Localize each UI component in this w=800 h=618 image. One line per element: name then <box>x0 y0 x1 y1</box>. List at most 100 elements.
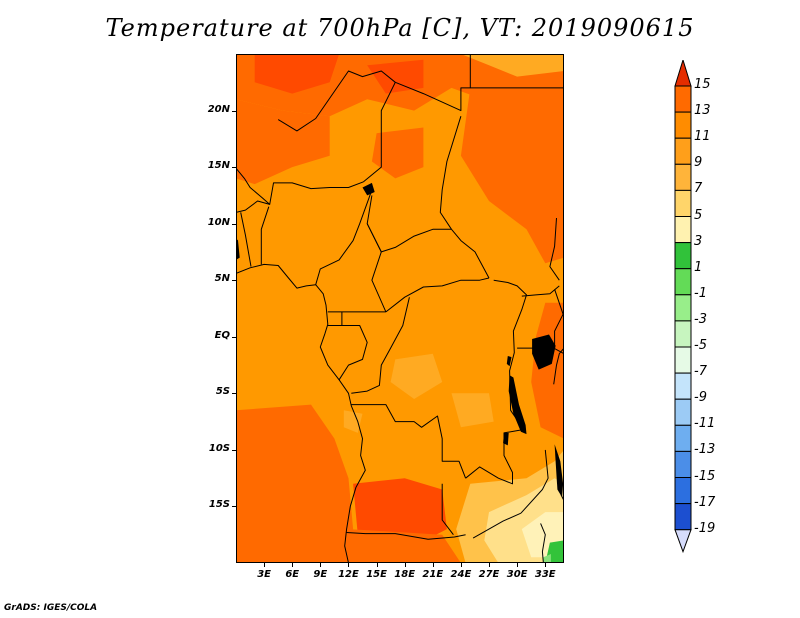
colorbar-box <box>674 294 692 322</box>
border-eqguinea-gabon <box>327 311 343 326</box>
lat-tick <box>232 167 236 168</box>
lat-tick <box>232 450 236 451</box>
colorbar-box <box>674 450 692 478</box>
lake-malawi <box>554 444 564 498</box>
lon-label-33e: 33E <box>534 569 556 580</box>
lon-tick <box>264 563 265 567</box>
lat-tick <box>232 111 236 112</box>
colorbar-level-label: 13 <box>694 103 711 119</box>
angola-zambia-hot <box>353 478 447 546</box>
congo-pale-patch-2 <box>451 393 494 428</box>
lon-tick <box>348 563 349 567</box>
colorbar-box <box>674 111 692 139</box>
colorbar-level-label: -3 <box>694 311 707 327</box>
colorbar-box <box>674 268 692 296</box>
coastline-east-africa <box>553 347 564 385</box>
colorbar-box <box>674 503 692 531</box>
colorbar-level-label: -5 <box>694 338 707 353</box>
colorbar <box>674 60 692 554</box>
lake-tanganyika <box>508 375 527 435</box>
coastline-west-africa <box>236 263 366 563</box>
lon-label-24e: 24E <box>450 569 472 580</box>
lat-label-15s: 15S <box>208 499 230 511</box>
temperature-map <box>236 54 564 563</box>
lon-label-18e: 18E <box>394 569 416 580</box>
border-car-sudan <box>451 228 490 279</box>
lake-chad <box>362 182 375 196</box>
colorbar-box <box>674 85 692 113</box>
colorbar-level-label: 3 <box>694 233 703 249</box>
lon-label-12e: 12E <box>338 569 359 580</box>
map-panel <box>236 54 564 563</box>
map-frame <box>236 54 564 563</box>
colorbar-level-label: 11 <box>694 129 711 145</box>
colorbar-level-label: 5 <box>694 207 703 223</box>
lon-tick <box>517 563 518 567</box>
sahara-hot-core-east <box>367 59 424 94</box>
grads-credit: GrADS: IGES/COLA <box>4 603 98 613</box>
border-angola-namibia <box>346 532 466 540</box>
lat-label-15n: 15N <box>207 160 230 172</box>
lon-label-27e: 27E <box>478 569 500 580</box>
plot-title: Temperature at 700hPa [C], VT: 201909061… <box>105 14 695 42</box>
lon-tick <box>405 563 406 567</box>
colorbar-box <box>674 398 692 426</box>
lon-label-21e: 21E <box>422 569 444 580</box>
border-sudan-ethiopia <box>549 217 560 281</box>
border-zambia-malawi <box>520 449 549 514</box>
lat-label-eq: EQ <box>214 329 230 341</box>
colorbar-box <box>674 320 692 348</box>
colorbar-level-label: -11 <box>694 416 716 432</box>
border-drc-zambia <box>465 429 524 485</box>
lat-tick <box>232 393 236 394</box>
colorbar-level-label: 15 <box>694 77 711 92</box>
colorbar-box <box>674 189 692 217</box>
border-chad-sudan <box>439 116 462 230</box>
lon-tick <box>292 563 293 567</box>
southwest-warm <box>236 404 354 563</box>
lon-label-9e: 9E <box>313 569 328 580</box>
katanga-pale <box>343 410 363 433</box>
lon-tick <box>461 563 462 567</box>
colorbar-box <box>674 372 692 400</box>
border-burkina <box>236 200 270 213</box>
lon-label-15e: 15E <box>366 569 387 580</box>
lake-victoria <box>532 334 556 370</box>
lat-label-5s: 5S <box>215 386 230 398</box>
lon-tick <box>320 563 321 567</box>
border-libya-sudan-chad <box>395 54 471 112</box>
colorbar-level-label: 9 <box>694 155 703 171</box>
lat-tick <box>232 337 236 338</box>
lat-tick <box>232 224 236 225</box>
colorbar-top-arrow <box>674 60 692 87</box>
colorbar-box <box>674 137 692 165</box>
lat-label-10n: 10N <box>207 216 230 228</box>
congo-pale-patch-1 <box>390 353 443 399</box>
border-congo-drc <box>351 297 410 394</box>
lat-label-10s: 10S <box>208 442 230 454</box>
colorbar-box <box>674 477 692 505</box>
border-zambia-zimbabwe <box>472 512 522 539</box>
border-tanzania <box>517 347 564 355</box>
border-togo-benin <box>240 212 252 267</box>
lat-tick <box>232 506 236 507</box>
angola-coast-warm <box>334 529 461 563</box>
border-cameroon-car <box>366 195 387 313</box>
lon-label-6e: 6E <box>285 569 300 580</box>
lon-tick <box>377 563 378 567</box>
colorbar-level-label: 1 <box>694 259 703 275</box>
border-benin-nigeria <box>260 206 270 265</box>
border-niger-chad <box>363 82 396 183</box>
border-mali-niger-nigeria <box>236 167 364 205</box>
colorbar-box <box>674 216 692 244</box>
colorbar-bottom-arrow <box>674 529 692 554</box>
east-africa-warm <box>531 302 564 439</box>
border-drc-east <box>493 279 527 430</box>
lon-label-3e: 3E <box>257 569 271 580</box>
colorbar-box <box>674 346 692 374</box>
colorbar-box <box>674 424 692 452</box>
border-drc-angola-north <box>351 404 467 479</box>
border-niger-algeria-libya <box>277 70 396 132</box>
sahel-warm-west <box>236 99 330 185</box>
lake-kivu <box>506 356 512 367</box>
